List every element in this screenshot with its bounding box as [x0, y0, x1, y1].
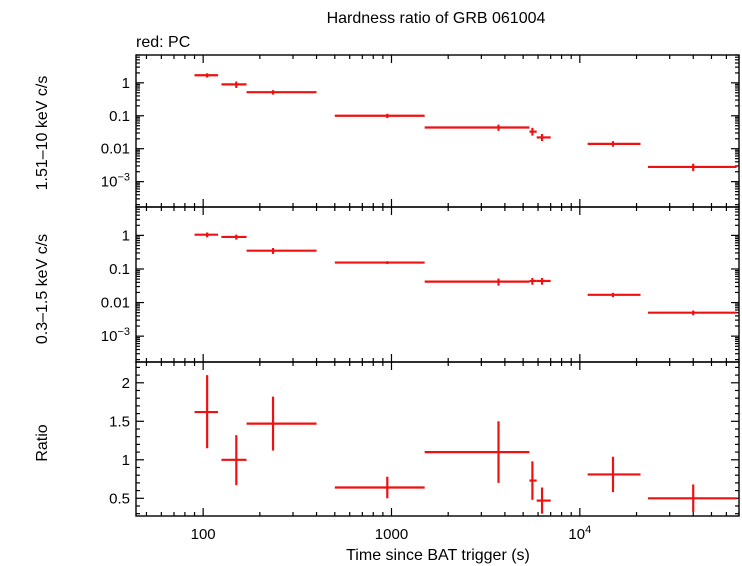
data-point: [194, 73, 219, 78]
y-tick-label: 10−3: [101, 326, 130, 345]
data-point: [194, 232, 219, 238]
data-point: [587, 292, 641, 298]
panel-hard-band: 1 0.1 0.01 10−3 1.51–10 keV c/s: [34, 54, 740, 208]
data-point: [221, 81, 247, 88]
y-tick-label: 1: [122, 227, 130, 244]
data-point: [246, 90, 317, 95]
data-point: [334, 113, 425, 119]
chart-subtitle: red: PC: [136, 34, 190, 51]
y-tick-label: 1: [122, 452, 130, 469]
y-axis-label: Ratio: [34, 424, 51, 461]
panel-soft-band: 1 0.1 0.01 10−3 0.3–1.5 keV c/s: [34, 206, 740, 363]
x-tick-label: 100: [191, 526, 216, 543]
data-point: [647, 163, 737, 172]
data-point: [529, 277, 537, 285]
y-tick-label: 0.1: [109, 261, 130, 278]
x-tick-label: 104: [568, 524, 591, 543]
y-tick-label: 10−3: [101, 172, 130, 191]
y-tick-label: 0.01: [101, 295, 130, 312]
panel-frame: [135, 54, 740, 208]
data-point: [647, 484, 737, 513]
data-point: [246, 248, 317, 254]
data-point: [246, 396, 317, 451]
data-point: [587, 456, 641, 493]
data-point: [529, 127, 537, 136]
y-tick-label: 1.5: [109, 413, 130, 430]
y-tick-label: 2: [122, 375, 130, 392]
data-point: [647, 310, 737, 316]
y-tick-label: 0.5: [109, 490, 130, 507]
x-tick-label: 1000: [375, 526, 408, 543]
panel-ratio: 2 1.5 1 0.5 Ratio: [34, 361, 740, 517]
x-axis: 1001000104105: [191, 524, 592, 543]
panel-frame: [135, 206, 740, 363]
data-point: [587, 141, 641, 147]
data-point: [194, 375, 219, 449]
data-point: [536, 487, 551, 514]
data-point: [221, 234, 247, 240]
y-axis-label: 1.51–10 keV c/s: [34, 76, 51, 191]
data-point: [424, 421, 530, 483]
y-tick-label: 1: [122, 75, 130, 92]
data-point: [536, 277, 551, 285]
data-point: [221, 435, 247, 486]
data-point: [529, 461, 537, 500]
y-axis-label: 0.3–1.5 keV c/s: [34, 234, 51, 344]
y-tick-label: 0.1: [109, 108, 130, 125]
data-point: [424, 278, 530, 286]
data-point: [334, 476, 425, 499]
data-point: [424, 124, 530, 131]
data-point: [334, 261, 425, 265]
data-point: [536, 133, 551, 142]
chart-title: Hardness ratio of GRB 061004: [327, 10, 546, 27]
y-tick-label: 0.01: [101, 141, 130, 158]
panel-frame: [135, 361, 740, 517]
x-axis-label: Time since BAT trigger (s): [346, 547, 530, 564]
